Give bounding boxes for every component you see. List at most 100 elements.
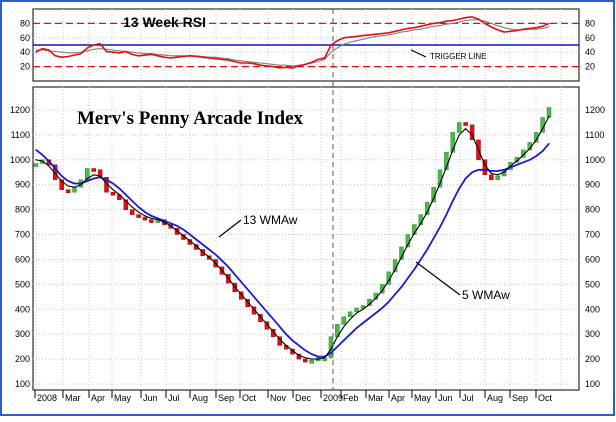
ma-point-5wmaw-63 — [439, 182, 441, 185]
ma-point-5wmaw-46 — [330, 348, 332, 350]
ma-point-5wmaw-55 — [388, 280, 390, 282]
price-bar-50 — [354, 307, 359, 312]
price-bar-8 — [85, 168, 90, 180]
ma-point-5wmaw-53 — [375, 297, 377, 299]
x-tick-label-11: 2009 — [323, 393, 343, 403]
rsi-point-1-14 — [125, 50, 127, 53]
ma-point-13wmaw-42 — [304, 349, 306, 351]
ma-point-5wmaw-75 — [516, 160, 518, 162]
x-tick-label-12: Feb — [343, 393, 359, 403]
rsi-point-1-47 — [336, 40, 338, 42]
price-ytick-right-4: 800 — [585, 205, 600, 215]
ma-point-13wmaw-23 — [182, 229, 185, 231]
price-ytick-right-6: 600 — [585, 254, 600, 264]
rsi-point-1-46 — [330, 44, 332, 46]
price-ytick-right-10: 200 — [585, 354, 600, 364]
rsi-point-0-36 — [266, 63, 268, 65]
y-tick-labels: 80 60 40 20 80 60 40 20 1200 1200 1100 1100 1000 1000… — [10, 18, 605, 389]
price-ytick-left-9: 300 — [15, 329, 30, 339]
ma-point-13wmaw-19 — [157, 217, 159, 219]
rsi-point-1-0 — [35, 51, 37, 53]
ma-point-13wmaw-43 — [311, 353, 313, 355]
rsi-point-0-53 — [375, 35, 377, 38]
ma-point-5wmaw-35 — [259, 316, 261, 318]
ma-point-13wmaw-57 — [400, 286, 403, 288]
ma-point-5wmaw-48 — [343, 326, 345, 328]
price-bar-15 — [129, 209, 135, 215]
trigger-line-pointer — [410, 49, 427, 58]
annotation-13wmaw: 13 WMAw — [243, 213, 298, 227]
ma-point-5wmaw-1 — [41, 160, 44, 162]
ma-point-13wmaw-62 — [433, 237, 435, 239]
price-bar-35 — [258, 314, 263, 323]
ma-point-5wmaw-58 — [407, 243, 409, 246]
rsi-ytick-left-1: 60 — [20, 33, 30, 43]
ma-point-13wmaw-64 — [445, 214, 447, 216]
price-ytick-left-10: 200 — [15, 354, 30, 364]
ma-point-13wmaw-58 — [407, 277, 409, 279]
ma-point-13wmaw-53 — [375, 312, 377, 314]
rsi-point-0-78 — [535, 28, 537, 30]
ma-point-13wmaw-13 — [118, 187, 120, 190]
ma-point-5wmaw-12 — [112, 189, 114, 191]
ma-point-5wmaw-31 — [234, 286, 236, 288]
ma-point-13wmaw-15 — [131, 200, 133, 202]
ma-point-13wmaw-61 — [426, 248, 428, 251]
rsi-point-0-35 — [259, 62, 261, 64]
ma-point-13wmaw-76 — [522, 161, 525, 163]
ma-point-5wmaw-51 — [362, 308, 364, 310]
rsi-point-1-11 — [105, 50, 108, 53]
ma-point-5wmaw-74 — [509, 165, 512, 167]
ma-point-5wmaw-19 — [157, 219, 159, 221]
rsi-point-1-2 — [48, 49, 50, 51]
ma-point-13wmaw-69 — [477, 169, 480, 171]
ma-point-13wmaw-1 — [41, 154, 44, 156]
rsi-point-0-68 — [471, 19, 473, 21]
price-ytick-right-5: 700 — [585, 230, 600, 240]
rsi-point-1-18 — [150, 53, 152, 56]
rsi-point-0-39 — [285, 64, 287, 66]
rsi-point-0-62 — [433, 25, 435, 27]
rsi-point-1-79 — [542, 25, 544, 27]
price-ytick-left-3: 900 — [15, 180, 30, 190]
ma-point-13wmaw-20 — [163, 220, 165, 222]
price-bar-6 — [72, 186, 77, 193]
ma-point-5wmaw-66 — [458, 134, 460, 136]
rsi-point-0-19 — [157, 53, 159, 56]
ma-point-5wmaw-22 — [176, 230, 178, 232]
ma-point-5wmaw-49 — [349, 318, 351, 320]
ma-point-13wmaw-29 — [221, 260, 223, 262]
rsi-point-0-50 — [356, 40, 358, 42]
ma-point-13wmaw-32 — [240, 281, 242, 283]
ma-point-13wmaw-18 — [150, 215, 152, 217]
rsi-point-1-77 — [529, 27, 531, 29]
price-ytick-left-2: 1000 — [10, 155, 30, 165]
rsi-series — [35, 16, 550, 69]
ma-point-13wmaw-78 — [535, 155, 537, 157]
rsi-point-0-54 — [381, 35, 383, 37]
ma-point-5wmaw-78 — [535, 139, 537, 141]
ma-point-13wmaw-39 — [285, 333, 287, 335]
price-bar-46 — [328, 336, 334, 359]
x-tick-label-6: Aug — [192, 393, 208, 403]
rsi-point-1-60 — [420, 25, 422, 27]
rsi-point-0-59 — [413, 29, 415, 31]
price-bar-65 — [450, 132, 456, 153]
ma-point-5wmaw-27 — [208, 256, 210, 258]
rsi-point-1-56 — [394, 30, 396, 32]
ma-point-13wmaw-73 — [503, 169, 505, 171]
price-bar-36 — [264, 321, 270, 330]
x-tick-label-5: Jul — [168, 393, 180, 403]
rsi-point-1-44 — [317, 58, 319, 61]
rsi-point-0-9 — [93, 48, 95, 50]
rsi-point-1-70 — [484, 22, 486, 24]
rsi-point-1-61 — [426, 24, 428, 26]
price-bar-37 — [271, 328, 276, 337]
ma-point-5wmaw-25 — [195, 245, 197, 247]
ma-point-13wmaw-47 — [336, 346, 338, 348]
ma-point-5wmaw-77 — [529, 148, 531, 150]
price-ytick-left-7: 500 — [15, 279, 30, 289]
rsi-point-0-47 — [336, 47, 338, 49]
ma-point-13wmaw-46 — [330, 352, 332, 354]
